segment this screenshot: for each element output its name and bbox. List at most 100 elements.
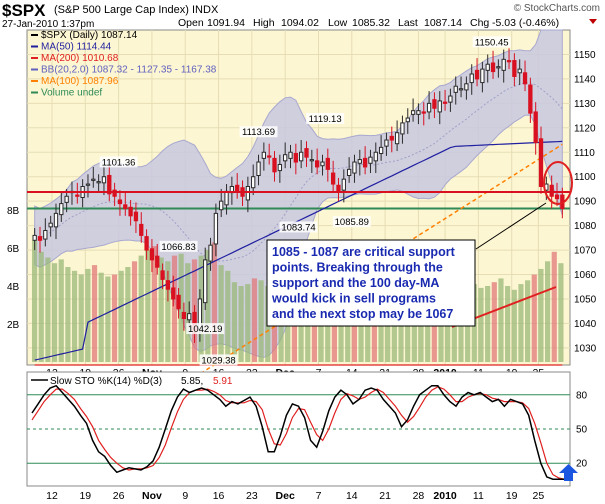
candle-body [496, 66, 501, 69]
volume-tick-label: 8B [7, 206, 20, 217]
volume-bar [391, 291, 397, 362]
stochastic-k-line [31, 384, 566, 481]
sto-tick-label: 20 [576, 459, 588, 470]
candle-body [352, 161, 357, 174]
candle-body [181, 311, 187, 320]
volume-bar [98, 272, 104, 362]
volume-bar [71, 270, 78, 362]
legend-entry: BB(20,2.0) 1087.32 - 1127.35 - 1167.38 [41, 65, 217, 76]
volume-bar [458, 291, 464, 362]
volume-tick-label: 4B [7, 282, 20, 293]
volume-bar [238, 286, 244, 362]
candle-body [309, 159, 314, 162]
x-tick-label: 26 [113, 490, 125, 502]
symbol-label: $SPX [2, 1, 46, 20]
volume-bar [411, 308, 417, 362]
ohlc-chg-value: -5.03 (-0.46%) [492, 17, 559, 29]
candle-body [490, 62, 496, 73]
ohlc-high-value: 1094.02 [281, 17, 319, 29]
volume-bar [558, 263, 564, 362]
candle-body [448, 95, 453, 103]
price-label-bg [159, 240, 198, 252]
candle-body [128, 206, 133, 217]
price-label-bg [472, 36, 511, 48]
ohlc-open-label: Open [178, 17, 204, 29]
candle-body [522, 72, 528, 85]
annotation-box [266, 239, 476, 327]
candle-body [277, 163, 282, 172]
volume-bar [531, 274, 537, 362]
legend-entry: Volume undef [41, 88, 102, 99]
x-tick-label: 21 [379, 490, 391, 502]
candle-body [464, 83, 469, 91]
x-tick-label: 9 [182, 490, 188, 502]
date-label: 27-Jan-2010 1:37pm [2, 19, 94, 30]
candle-body [389, 135, 394, 141]
sto-legend-d-value: 5.91 [213, 376, 233, 387]
price-axis: 1030 1040 1050 1060 1070 1080 1090 1100 1110 1120… [574, 50, 597, 354]
volume-bar [85, 268, 91, 362]
price-label-bg [332, 216, 371, 228]
volume-bar [365, 295, 371, 362]
candle-body [528, 84, 533, 114]
volume-bar [32, 240, 38, 362]
candle-body [32, 234, 37, 241]
candle-body [171, 287, 176, 300]
price-label-bg [279, 221, 318, 233]
candle-body [64, 195, 69, 203]
candle-body [394, 132, 400, 145]
candle-body [75, 194, 80, 197]
candle-body [368, 156, 373, 164]
candle-body [506, 60, 512, 63]
brand-label: © StockCharts.com [514, 3, 600, 14]
ma50-line [34, 140, 563, 361]
price-label: 1150.45 [475, 37, 509, 48]
candle-body [224, 190, 229, 206]
candle-body [517, 68, 522, 74]
candle-body [432, 99, 437, 109]
volume-bar [158, 257, 164, 362]
price-label: 1101.36 [102, 157, 136, 168]
ohlc-open-value: 1091.94 [207, 17, 245, 29]
volume-bar [145, 249, 151, 362]
volume-bar [165, 261, 171, 362]
candle-body [501, 58, 506, 71]
volume-tick-label: 6B [7, 244, 20, 255]
x-tick-label: 23 [246, 490, 258, 502]
price-tick-label: 1030 [574, 343, 597, 354]
candle-body [421, 111, 426, 114]
volume-bar [398, 297, 404, 362]
volume-bar [45, 257, 51, 362]
price-tick-label: 1140 [574, 74, 596, 85]
x-tick-label: 7 [316, 490, 322, 502]
x-tick-label: 11 [473, 490, 484, 502]
price-label: 1042.19 [188, 324, 222, 335]
candle-body [485, 63, 490, 71]
sto-tick-label: 50 [576, 425, 588, 436]
price-label-bg [99, 156, 138, 168]
candle-body [48, 222, 53, 228]
candle-body [37, 236, 43, 241]
price-tick-label: 1100 [574, 172, 596, 183]
volume-bar [551, 251, 557, 362]
candle-body [219, 200, 224, 211]
stochastic-x-axis: 12 19 26 Nov 9 16 23 Dec 7 14 21 28 2010 11 19 25 [46, 490, 544, 502]
volume-bar [205, 249, 211, 362]
legend-entry: MA(100) 1087.96 [41, 76, 119, 87]
volume-bar [91, 265, 98, 362]
volume-bar [171, 255, 178, 362]
candle-body [149, 248, 155, 261]
legend-entry: $SPX (Daily) 1087.14 [41, 30, 138, 41]
price-label-bg [239, 126, 278, 138]
price-tick-label: 1150 [574, 50, 596, 61]
candle-body [554, 194, 560, 200]
ohlc-low-value: 1085.32 [352, 17, 390, 29]
index-name-label: (S&P 500 Large Cap Index) INDX [54, 4, 219, 16]
annotation-line: and the next stop may be 1067 [272, 307, 453, 321]
candle-body [96, 181, 101, 184]
volume-bar [51, 263, 58, 362]
x-tick-label: 2010 [433, 490, 457, 502]
price-tick-label: 1070 [574, 246, 597, 257]
volume-bar [538, 268, 544, 362]
